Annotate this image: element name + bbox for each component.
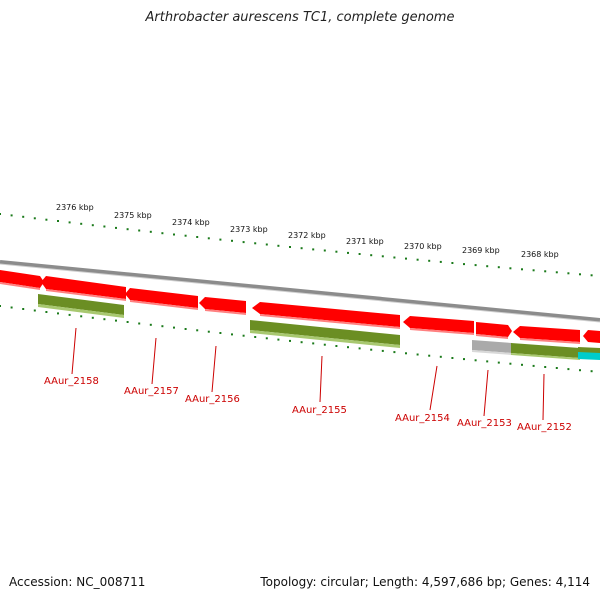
gene-feature[interactable] [252,302,400,327]
scale-label: 2373 kbp [230,225,268,234]
reverse-genes [38,294,600,360]
topology-text: Topology: circular; Length: 4,597,686 bp… [260,575,590,589]
scale-label: 2370 kbp [404,242,442,251]
scale-label: 2369 kbp [462,246,500,255]
gene-feature[interactable] [513,326,580,342]
gene-label[interactable]: AAur_2153 [457,418,512,429]
gene-feature[interactable] [38,294,124,315]
gene-feature[interactable] [41,276,126,299]
gene-feature[interactable] [476,322,512,337]
map-title: Arthrobacter aurescens TC1, complete gen… [145,10,455,25]
outer-tick-ring [0,213,593,277]
scale-label: 2374 kbp [172,218,210,227]
gene-feature[interactable] [125,288,198,308]
gene-feature[interactable] [199,297,246,313]
accession-text: Accession: NC_008711 [9,575,146,589]
rna-feature[interactable] [472,340,512,353]
gene-feature[interactable] [583,330,600,343]
inner-tick-ring [0,305,593,373]
scale-label: 2368 kbp [521,250,559,259]
scale-labels: 2376 kbp 2375 kbp 2374 kbp 2373 kbp 2372… [56,203,559,259]
scale-label: 2375 kbp [114,211,152,220]
gene-label[interactable]: AAur_2158 [44,376,99,387]
gene-label[interactable]: AAur_2154 [395,413,450,424]
gene-feature[interactable] [0,270,44,288]
gene-label[interactable]: AAur_2156 [185,394,240,405]
gene-label[interactable]: AAur_2152 [517,422,572,433]
gene-labels: AAur_2158 AAur_2157 AAur_2156 AAur_2155 … [44,376,572,433]
scale-label: 2376 kbp [56,203,94,212]
genome-backbone [0,260,600,322]
callout-lines [71,327,545,421]
gene-label[interactable]: AAur_2157 [124,386,179,397]
gene-label[interactable]: AAur_2155 [292,405,347,416]
gene-feature[interactable] [250,320,400,345]
forward-genes [0,270,600,344]
scale-label: 2372 kbp [288,231,326,240]
gene-feature[interactable] [403,316,474,333]
scale-label: 2371 kbp [346,237,384,246]
